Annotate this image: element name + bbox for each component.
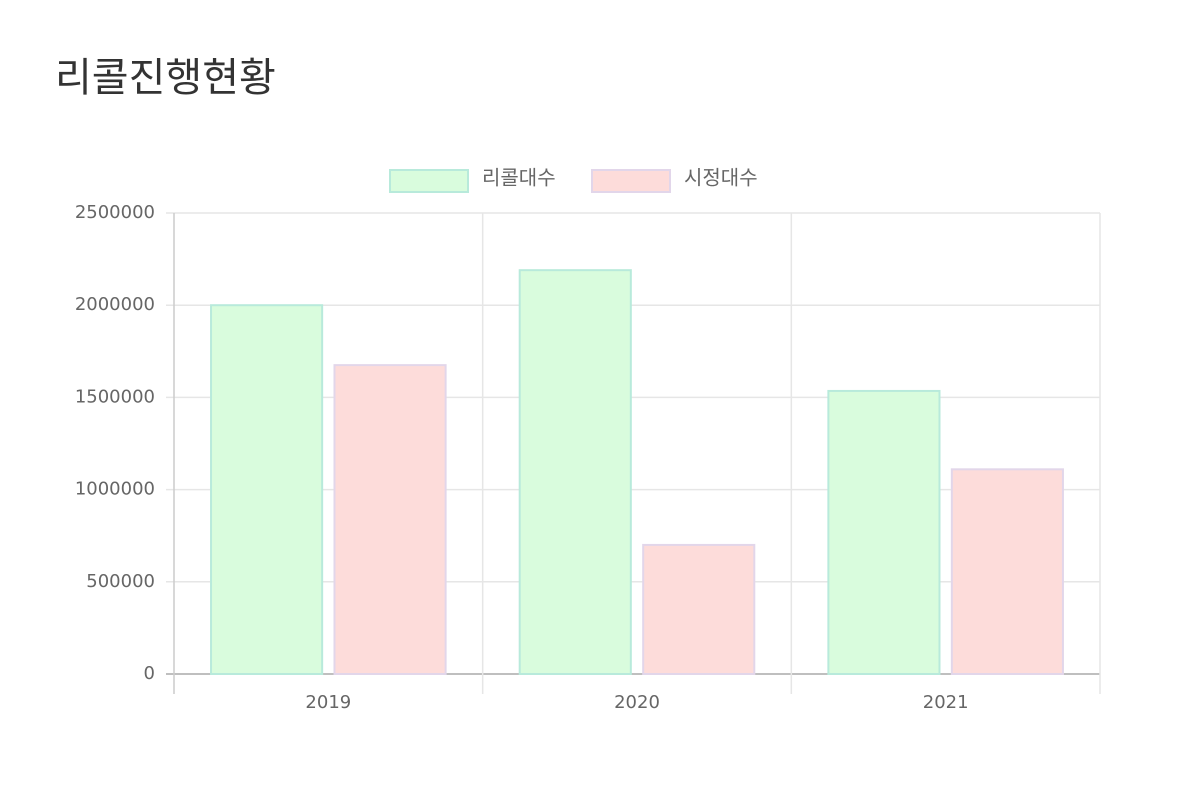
y-tick-label: 0 bbox=[144, 663, 155, 684]
chart-title: 리콜진행현황 bbox=[55, 55, 276, 101]
y-tick-label: 500000 bbox=[86, 571, 155, 592]
y-tick-label: 2500000 bbox=[75, 202, 155, 223]
bar bbox=[333, 364, 447, 675]
x-tick-label: 2019 bbox=[305, 692, 351, 713]
x-tick-label: 2021 bbox=[923, 692, 969, 713]
legend-label: 시정대수 bbox=[684, 166, 758, 190]
legend-label: 리콜대수 bbox=[482, 166, 556, 190]
legend-swatch bbox=[591, 169, 671, 193]
bar bbox=[950, 468, 1064, 676]
bar bbox=[827, 389, 941, 675]
y-tick-label: 1500000 bbox=[75, 386, 155, 407]
y-tick-label: 2000000 bbox=[75, 294, 155, 315]
bar bbox=[642, 543, 756, 675]
bar bbox=[518, 269, 632, 675]
x-tick-label: 2020 bbox=[614, 692, 660, 713]
y-tick-label: 1000000 bbox=[75, 479, 155, 500]
bar bbox=[210, 304, 324, 675]
legend-swatch bbox=[389, 169, 469, 193]
